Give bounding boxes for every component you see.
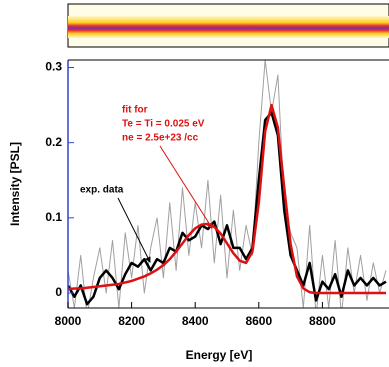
x-tick-label: 8000 [55, 314, 82, 328]
y-tick-label: 0.1 [45, 210, 62, 224]
x-tick-label: 8400 [182, 314, 209, 328]
y-tick-label: 0 [55, 285, 62, 299]
data-line [68, 105, 386, 293]
annotation: Te = Ti = 0.025 eV [122, 119, 205, 130]
detector-band [68, 16, 389, 38]
x-tick-label: 8600 [245, 314, 272, 328]
annotation-arrow [160, 146, 212, 228]
y-tick-label: 0.2 [45, 135, 62, 149]
annotation: exp. data [80, 185, 124, 196]
x-axis-label: Energy [eV] [186, 348, 253, 362]
y-axis-label: Intensity [PSL] [8, 142, 22, 226]
annotation: ne = 2.5e+23 /cc [122, 133, 199, 144]
y-tick-label: 0.3 [45, 60, 62, 74]
x-tick-label: 8200 [118, 314, 145, 328]
x-tick-label: 8800 [309, 314, 336, 328]
annotation: fit for [122, 105, 148, 116]
chart: Energy [eV] Intensity [PSL] exp. data fi… [0, 0, 389, 367]
annotation-arrow [118, 198, 150, 262]
